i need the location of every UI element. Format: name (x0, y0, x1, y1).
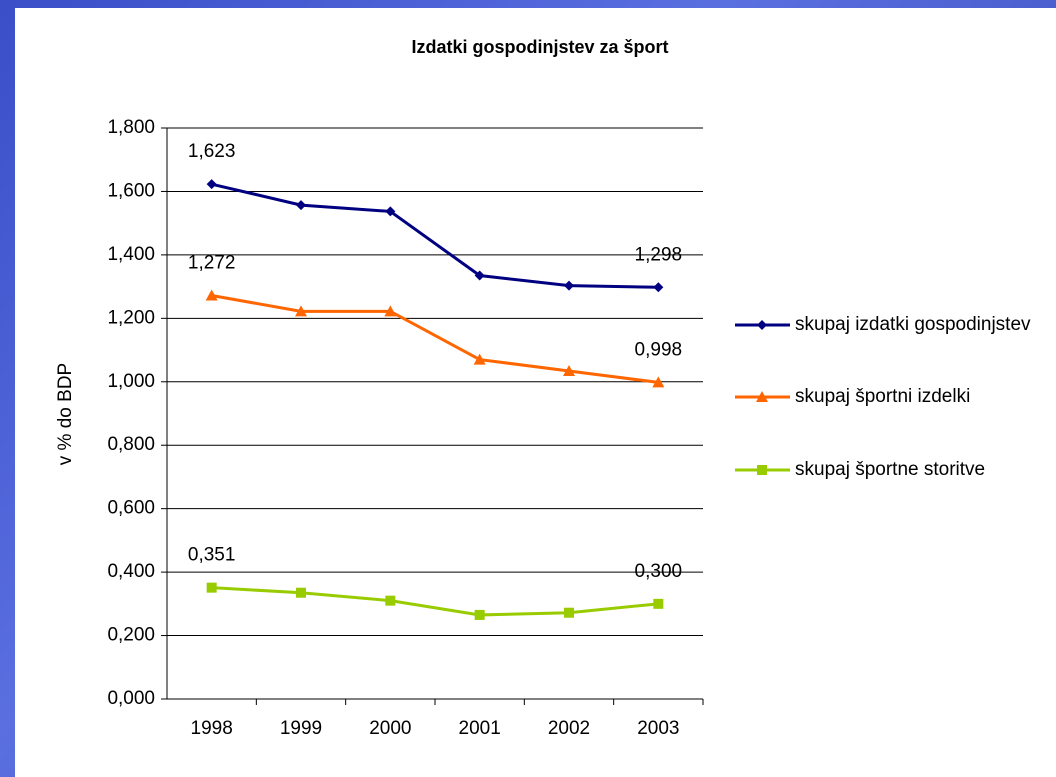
y-tick-label: 0,000 (107, 688, 155, 709)
point (206, 582, 217, 593)
data-label: 0,351 (188, 545, 236, 566)
y-tick-label: 1,800 (107, 117, 155, 138)
y-tick-label: 0,200 (107, 625, 155, 646)
legend-label: skupaj izdatki gospodinjstev (795, 314, 1031, 335)
point (474, 270, 485, 281)
point (563, 364, 575, 376)
x-tick-label: 2002 (548, 718, 590, 739)
point (205, 289, 218, 301)
point (652, 376, 665, 388)
y-tick-label: 1,600 (107, 180, 155, 201)
legend-label: skupaj športni izdelki (795, 386, 970, 407)
point (474, 609, 485, 620)
x-tick-label: 2003 (637, 718, 679, 739)
line (211, 294, 659, 384)
point (206, 179, 217, 190)
data-label: 0,998 (635, 339, 683, 360)
point (757, 320, 767, 330)
point (756, 391, 768, 402)
x-tick-label: 1999 (280, 718, 322, 739)
y-tick-label: 1,400 (107, 244, 155, 265)
y-tick-label: 0,400 (107, 561, 155, 582)
chart-title: Izdatki gospodinjstev za šport (411, 37, 668, 57)
point (757, 465, 767, 475)
data-label: 1,272 (188, 253, 236, 274)
x-tick-label: 1998 (191, 718, 233, 739)
point (296, 587, 306, 598)
point (653, 598, 664, 609)
point (385, 206, 396, 217)
x-tick-label: 2001 (459, 718, 501, 739)
line (211, 182, 659, 289)
y-tick-label: 0,600 (107, 498, 155, 519)
point (295, 305, 307, 317)
point (653, 282, 664, 293)
data-label: 0,300 (635, 561, 683, 582)
data-label: 1,623 (188, 141, 236, 162)
point (473, 353, 486, 365)
line (211, 586, 659, 617)
point (564, 280, 574, 291)
y-tick-label: 0,800 (107, 434, 155, 455)
y-tick-label: 1,200 (107, 307, 155, 328)
point (296, 200, 306, 211)
point (384, 305, 397, 317)
y-tick-label: 1,000 (107, 371, 155, 392)
legend-label: skupaj športne storitve (795, 459, 985, 480)
point (385, 595, 396, 606)
chart-background (15, 8, 1056, 777)
y-axis-label: v % do BDP (55, 363, 76, 465)
point (564, 607, 574, 618)
data-label: 1,298 (635, 244, 683, 265)
x-tick-label: 2000 (369, 718, 411, 739)
